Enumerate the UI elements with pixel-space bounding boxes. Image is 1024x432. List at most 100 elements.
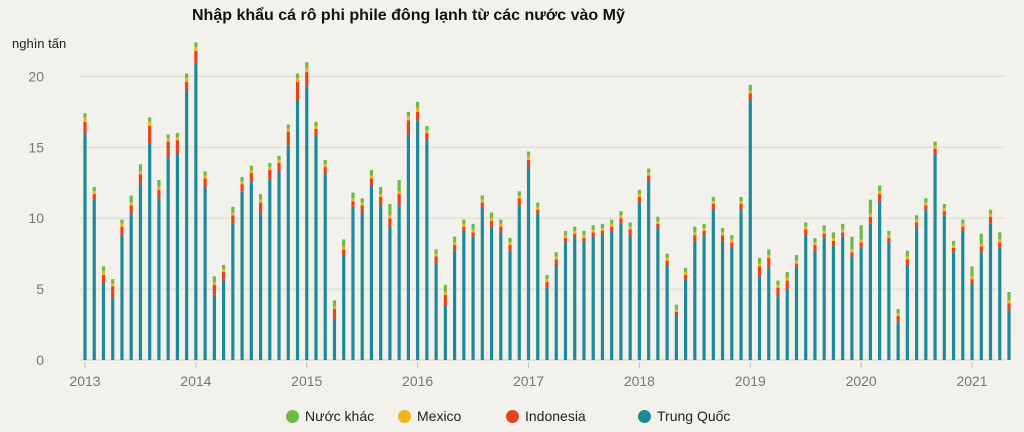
bar-segment — [203, 175, 207, 179]
bar-segment — [443, 291, 447, 295]
legend-label: Nước khác — [305, 408, 375, 424]
legend-swatch-icon — [638, 409, 651, 423]
bar-segment — [258, 202, 263, 214]
bar-segment — [148, 126, 152, 144]
bar-segment — [92, 191, 96, 195]
bar-segment — [249, 172, 253, 182]
bar-segment — [536, 209, 540, 214]
bar-segment — [120, 223, 124, 227]
bar-segment — [194, 42, 198, 47]
bar-segment — [342, 255, 346, 360]
bar-segment — [148, 121, 152, 126]
bar-segment — [286, 124, 290, 129]
bar-segment — [647, 175, 651, 182]
bar-segment — [545, 274, 549, 280]
bar-segment — [185, 77, 189, 83]
y-tick-label: 20 — [28, 68, 44, 84]
bar-segment — [637, 194, 641, 197]
bar-segment — [194, 63, 198, 360]
x-tick-label: 2015 — [291, 373, 322, 389]
bar-segment — [933, 148, 937, 155]
bar-segment — [776, 284, 780, 288]
bar-segment — [730, 235, 734, 240]
bar-segment — [684, 272, 688, 275]
bar-segment — [397, 205, 401, 360]
bar-segment — [258, 194, 263, 200]
bar-segment — [526, 151, 531, 156]
bar-segment — [138, 184, 143, 360]
bar-segment — [286, 128, 290, 132]
bar-segment — [443, 284, 447, 292]
bar-segment — [776, 287, 780, 297]
bar-segment — [425, 140, 429, 360]
bar-segment — [674, 311, 678, 317]
bar-segment — [859, 242, 863, 248]
bar-segment — [83, 133, 87, 360]
bar-segment — [157, 198, 161, 360]
bar-segment — [166, 157, 170, 360]
bar-segment — [933, 141, 937, 146]
bar-segment — [342, 239, 346, 247]
bar-segment — [702, 228, 706, 231]
bar-segment — [942, 215, 946, 360]
bar-segment — [517, 195, 521, 199]
bar-segment — [166, 138, 170, 142]
bar-segment — [462, 219, 466, 224]
bar-segment — [785, 289, 789, 360]
bar-segment — [508, 242, 512, 246]
bar-segment — [628, 235, 632, 360]
bar-segment — [915, 219, 919, 223]
bar-segment — [554, 256, 558, 260]
bar-segment — [813, 250, 817, 360]
bar-segment — [148, 117, 152, 122]
bar-segment — [388, 218, 392, 227]
bar-segment — [517, 198, 521, 206]
bar-segment — [878, 194, 882, 202]
bar-segment — [480, 202, 484, 207]
bar-segment — [277, 155, 281, 161]
bar-segment — [471, 232, 475, 237]
bar-segment — [425, 126, 429, 131]
bar-segment — [711, 201, 715, 204]
bar-segment — [351, 201, 355, 207]
bar-segment — [600, 230, 605, 236]
bar-segment — [222, 264, 226, 270]
bar-segment — [711, 196, 715, 202]
bar-segment — [619, 223, 623, 360]
bar-segment — [674, 316, 678, 360]
bar-segment — [434, 249, 438, 254]
bar-segment — [924, 205, 928, 210]
bar-segment — [850, 252, 854, 257]
bar-segment — [804, 226, 808, 230]
bar-segment — [249, 165, 253, 170]
bar-segment — [878, 191, 882, 195]
bar-segment — [166, 134, 170, 139]
bar-segment — [887, 238, 891, 243]
bar-segment — [915, 222, 919, 229]
bar-segment — [406, 116, 410, 121]
bar-segment — [822, 225, 826, 231]
bar-segment — [647, 172, 651, 176]
bar-segment — [545, 279, 549, 282]
legend-item-trung-quoc: Trung Quốc — [638, 408, 730, 424]
bar-segment — [268, 169, 272, 180]
bar-segment — [499, 223, 503, 227]
bar-segment — [305, 86, 309, 360]
bar-segment — [942, 208, 946, 212]
bar-segment — [951, 245, 956, 248]
bar-segment — [258, 213, 263, 360]
bar-segment — [628, 222, 632, 227]
bar-segment — [1007, 310, 1011, 360]
bar-segment — [175, 133, 179, 138]
bar-segment — [462, 226, 466, 231]
bar-segment — [794, 260, 799, 264]
bar-segment — [850, 256, 854, 360]
bar-segment — [212, 276, 216, 282]
bar-segment — [961, 226, 965, 231]
bar-segment — [286, 145, 290, 360]
bar-segment — [868, 213, 872, 217]
bar-segment — [804, 235, 808, 360]
bar-segment — [434, 256, 438, 264]
bar-segment — [499, 219, 503, 224]
bar-segment — [563, 238, 568, 243]
